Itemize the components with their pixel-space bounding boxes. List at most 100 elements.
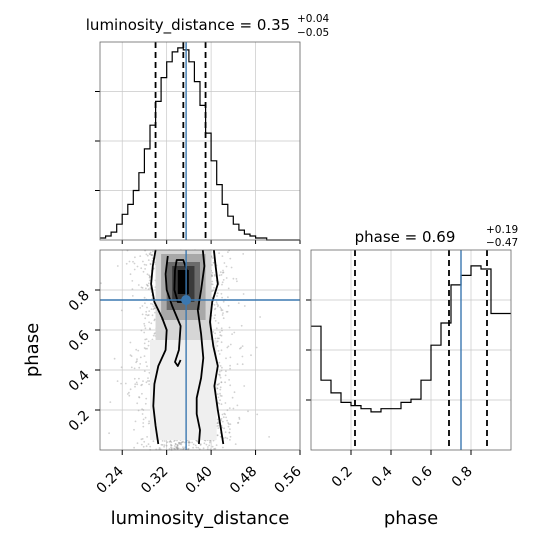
scatter-point xyxy=(216,292,219,295)
scatter-point xyxy=(212,331,215,333)
scatter-point xyxy=(109,401,112,403)
scatter-point xyxy=(222,416,225,419)
scatter-point xyxy=(195,446,198,449)
scatter-point xyxy=(175,446,178,449)
scatter-point xyxy=(227,287,230,290)
scatter-point xyxy=(219,399,221,402)
scatter-point xyxy=(216,345,219,347)
scatter-point xyxy=(180,448,182,450)
scatter-point xyxy=(144,268,147,270)
scatter-point xyxy=(211,290,214,293)
scatter-point xyxy=(142,445,145,448)
scatter-point xyxy=(135,381,138,384)
scatter-point xyxy=(144,416,147,419)
scatter-point xyxy=(219,394,222,397)
luminosity-distance-quantile-lines xyxy=(154,42,207,240)
scatter-point xyxy=(238,416,241,419)
luminosity-distance-title-name: luminosity_distance xyxy=(86,16,235,35)
scatter-point xyxy=(146,254,149,257)
scatter-point xyxy=(176,447,179,449)
phase-histogram-frame xyxy=(310,249,512,451)
scatter-point xyxy=(220,308,223,310)
scatter-point xyxy=(211,275,214,277)
scatter-point xyxy=(220,395,223,397)
scatter-point xyxy=(237,421,240,424)
scatter-point xyxy=(221,296,224,299)
scatter-point xyxy=(218,361,221,364)
scatter-point xyxy=(197,446,200,449)
scatter-point xyxy=(229,257,232,260)
scatter-point xyxy=(150,308,153,310)
luminosity-distance-histogram-step xyxy=(100,47,300,241)
scatter-point xyxy=(227,425,230,428)
scatter-point xyxy=(218,353,221,355)
scatter-point xyxy=(176,444,179,447)
scatter-point xyxy=(224,436,227,439)
scatter-point xyxy=(233,331,236,334)
scatter-point xyxy=(138,396,141,399)
scatter-point xyxy=(232,407,235,410)
scatter-point xyxy=(179,442,182,444)
scatter-point xyxy=(243,385,246,387)
contour-mid-left xyxy=(164,255,182,367)
scatter-point xyxy=(140,443,143,446)
scatter-point xyxy=(176,447,179,450)
scatter-point xyxy=(144,302,146,305)
phase-ytick-label-2: 0.6 xyxy=(66,327,93,354)
scatter-point xyxy=(225,265,228,268)
contour-outer-left xyxy=(150,249,168,445)
scatter-point xyxy=(220,341,223,344)
scatter-point xyxy=(187,447,190,450)
scatter-point xyxy=(220,349,223,352)
scatter-point xyxy=(220,369,223,372)
scatter-point xyxy=(142,260,144,263)
scatter-point xyxy=(151,314,154,317)
scatter-point xyxy=(255,346,258,349)
scatter-point xyxy=(229,439,231,441)
scatter-point xyxy=(222,446,224,449)
scatter-point xyxy=(141,408,144,410)
scatter-point xyxy=(131,280,134,282)
scatter-point xyxy=(141,313,144,316)
scatter-point xyxy=(136,383,139,386)
scatter-point xyxy=(230,266,233,269)
scatter-point xyxy=(152,308,155,311)
scatter-point xyxy=(205,443,208,446)
scatter-point xyxy=(229,356,232,359)
scatter-point xyxy=(138,377,140,380)
scatter-point xyxy=(137,349,140,352)
scatter-point xyxy=(153,307,156,310)
scatter-point xyxy=(144,327,147,330)
scatter-point xyxy=(138,396,140,398)
scatter-point xyxy=(259,316,261,318)
scatter-point xyxy=(124,382,127,385)
scatter-point xyxy=(152,250,154,253)
scatter-point xyxy=(220,381,223,383)
luminosity-distance-title: luminosity_distance = 0.35 xyxy=(86,16,290,35)
luminosity-distance-histogram-panel: luminosity_distance = 0.35 +0.04 −0.05 xyxy=(86,13,329,244)
scatter-point xyxy=(243,305,246,307)
scatter-point xyxy=(170,444,173,447)
scatter-point xyxy=(214,307,217,310)
scatter-point xyxy=(140,267,143,270)
scatter-point xyxy=(221,413,224,416)
scatter-point xyxy=(143,263,146,266)
scatter-point xyxy=(148,371,151,374)
scatter-point xyxy=(128,394,131,397)
scatter-point xyxy=(170,444,173,447)
scatter-point xyxy=(240,346,242,349)
scatter-point xyxy=(180,442,183,444)
scatter-point xyxy=(204,439,207,442)
scatter-point xyxy=(153,318,156,321)
scatter-point xyxy=(143,370,146,372)
scatter-point xyxy=(211,274,213,277)
scatter-point xyxy=(147,344,150,347)
scatter-point xyxy=(227,345,230,348)
scatter-point xyxy=(151,254,154,257)
scatter-point xyxy=(143,355,146,357)
scatter-point xyxy=(188,444,190,446)
scatter-point xyxy=(226,437,229,440)
truth-point xyxy=(181,295,192,305)
scatter-point xyxy=(182,440,185,443)
scatter-point xyxy=(235,278,238,280)
